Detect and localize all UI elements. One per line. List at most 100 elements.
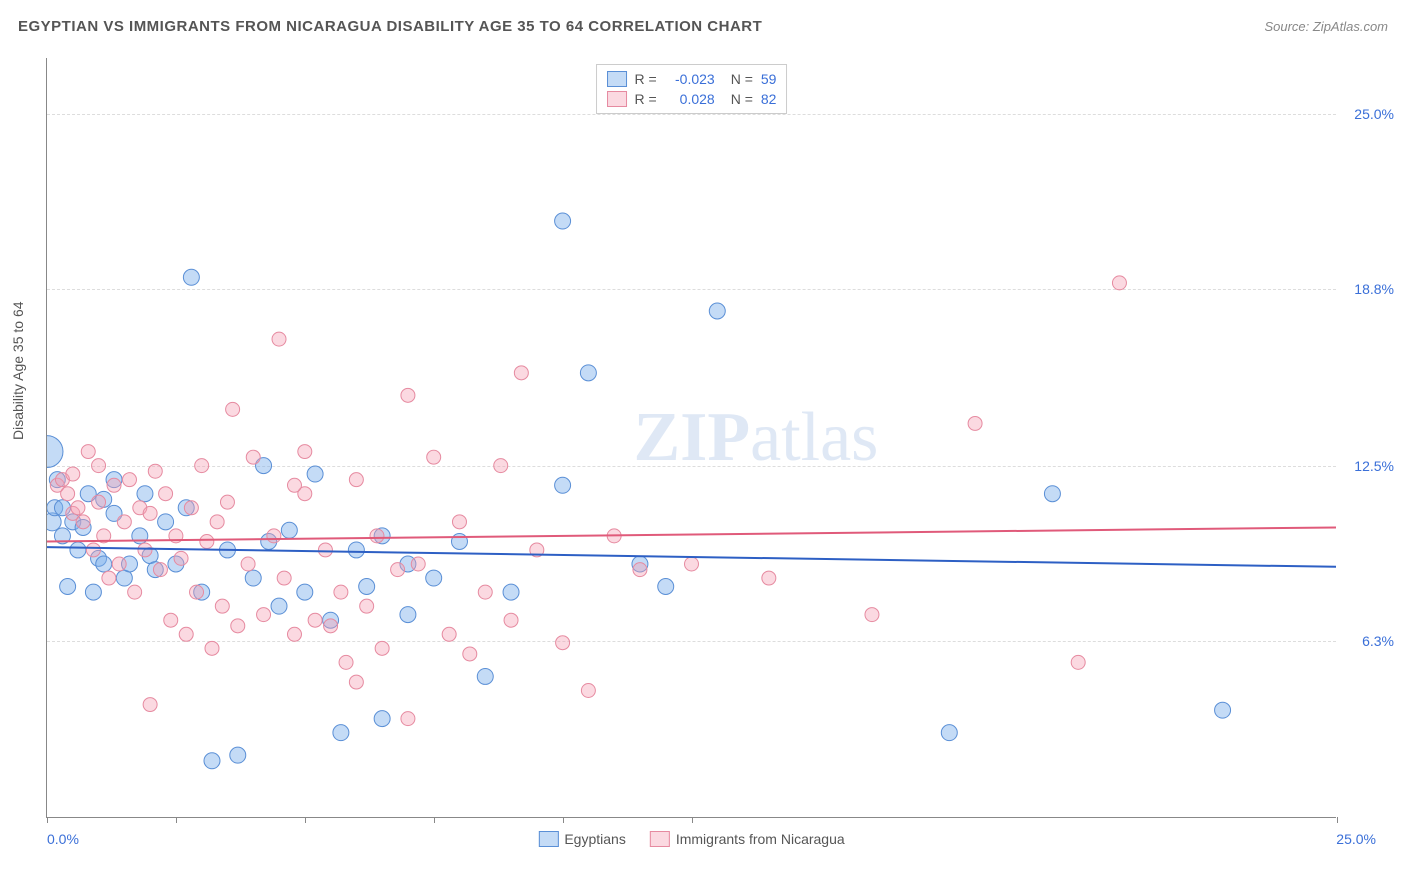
data-point (47, 436, 63, 468)
data-point (158, 514, 174, 530)
data-point (190, 585, 204, 599)
data-point (339, 655, 353, 669)
data-point (374, 711, 390, 727)
data-point (128, 585, 142, 599)
data-point (205, 641, 219, 655)
legend-label-egyptians: Egyptians (564, 831, 625, 847)
plot-area: ZIPatlas R = -0.023 N = 59 R = 0.028 N =… (46, 58, 1336, 818)
x-tick (434, 817, 435, 823)
data-point (391, 563, 405, 577)
data-point (215, 599, 229, 613)
data-point (195, 459, 209, 473)
data-point (153, 563, 167, 577)
data-point (349, 473, 363, 487)
chart-title: EGYPTIAN VS IMMIGRANTS FROM NICARAGUA DI… (18, 18, 762, 35)
x-axis-max: 25.0% (1336, 831, 1376, 847)
x-tick (176, 817, 177, 823)
data-point (66, 467, 80, 481)
data-point (375, 641, 389, 655)
data-point (287, 627, 301, 641)
data-point (102, 571, 116, 585)
data-point (143, 506, 157, 520)
data-point (112, 557, 126, 571)
legend-series: Egyptians Immigrants from Nicaragua (538, 831, 844, 847)
data-point (1071, 655, 1085, 669)
data-point (633, 563, 647, 577)
data-point (865, 608, 879, 622)
data-point (220, 495, 234, 509)
scatter-svg (47, 58, 1336, 817)
data-point (503, 584, 519, 600)
data-point (556, 636, 570, 650)
data-point (360, 599, 374, 613)
data-point (159, 487, 173, 501)
x-tick (692, 817, 693, 823)
data-point (308, 613, 322, 627)
data-point (148, 464, 162, 478)
data-point (297, 584, 313, 600)
data-point (60, 578, 76, 594)
data-point (941, 725, 957, 741)
source-label: Source: ZipAtlas.com (1264, 19, 1388, 34)
x-tick (305, 817, 306, 823)
data-point (174, 551, 188, 565)
data-point (81, 445, 95, 459)
data-point (709, 303, 725, 319)
data-point (477, 668, 493, 684)
data-point (92, 459, 106, 473)
legend-item-egyptians: Egyptians (538, 831, 625, 847)
x-tick (47, 817, 48, 823)
data-point (359, 578, 375, 594)
data-point (401, 388, 415, 402)
data-point (333, 725, 349, 741)
data-point (204, 753, 220, 769)
y-tick-label: 6.3% (1362, 633, 1394, 649)
data-point (370, 529, 384, 543)
data-point (324, 619, 338, 633)
data-point (581, 684, 595, 698)
data-point (61, 487, 75, 501)
data-point (257, 608, 271, 622)
data-point (210, 515, 224, 529)
data-point (123, 473, 137, 487)
data-point (137, 486, 153, 502)
data-point (762, 571, 776, 585)
title-bar: EGYPTIAN VS IMMIGRANTS FROM NICARAGUA DI… (18, 18, 1388, 35)
data-point (442, 627, 456, 641)
data-point (968, 416, 982, 430)
data-point (200, 535, 214, 549)
data-point (241, 557, 255, 571)
data-point (277, 571, 291, 585)
data-point (307, 466, 323, 482)
x-tick (1337, 817, 1338, 823)
y-tick-label: 25.0% (1354, 106, 1394, 122)
data-point (452, 515, 466, 529)
data-point (86, 543, 100, 557)
legend-correlation: R = -0.023 N = 59 R = 0.028 N = 82 (596, 64, 788, 114)
data-point (70, 542, 86, 558)
y-tick-label: 12.5% (1354, 458, 1394, 474)
data-point (179, 627, 193, 641)
legend-label-nicaragua: Immigrants from Nicaragua (676, 831, 845, 847)
data-point (504, 613, 518, 627)
data-point (426, 570, 442, 586)
data-point (184, 501, 198, 515)
data-point (143, 698, 157, 712)
data-point (1044, 486, 1060, 502)
swatch-nicaragua (607, 91, 627, 107)
data-point (272, 332, 286, 346)
data-point (334, 585, 348, 599)
swatch-nicaragua-b (650, 831, 670, 847)
data-point (478, 585, 492, 599)
data-point (92, 495, 106, 509)
swatch-egyptians-b (538, 831, 558, 847)
data-point (271, 598, 287, 614)
legend-item-nicaragua: Immigrants from Nicaragua (650, 831, 845, 847)
data-point (245, 570, 261, 586)
data-point (555, 213, 571, 229)
data-point (1215, 702, 1231, 718)
data-point (318, 543, 332, 557)
data-point (658, 578, 674, 594)
data-point (451, 534, 467, 550)
data-point (411, 557, 425, 571)
